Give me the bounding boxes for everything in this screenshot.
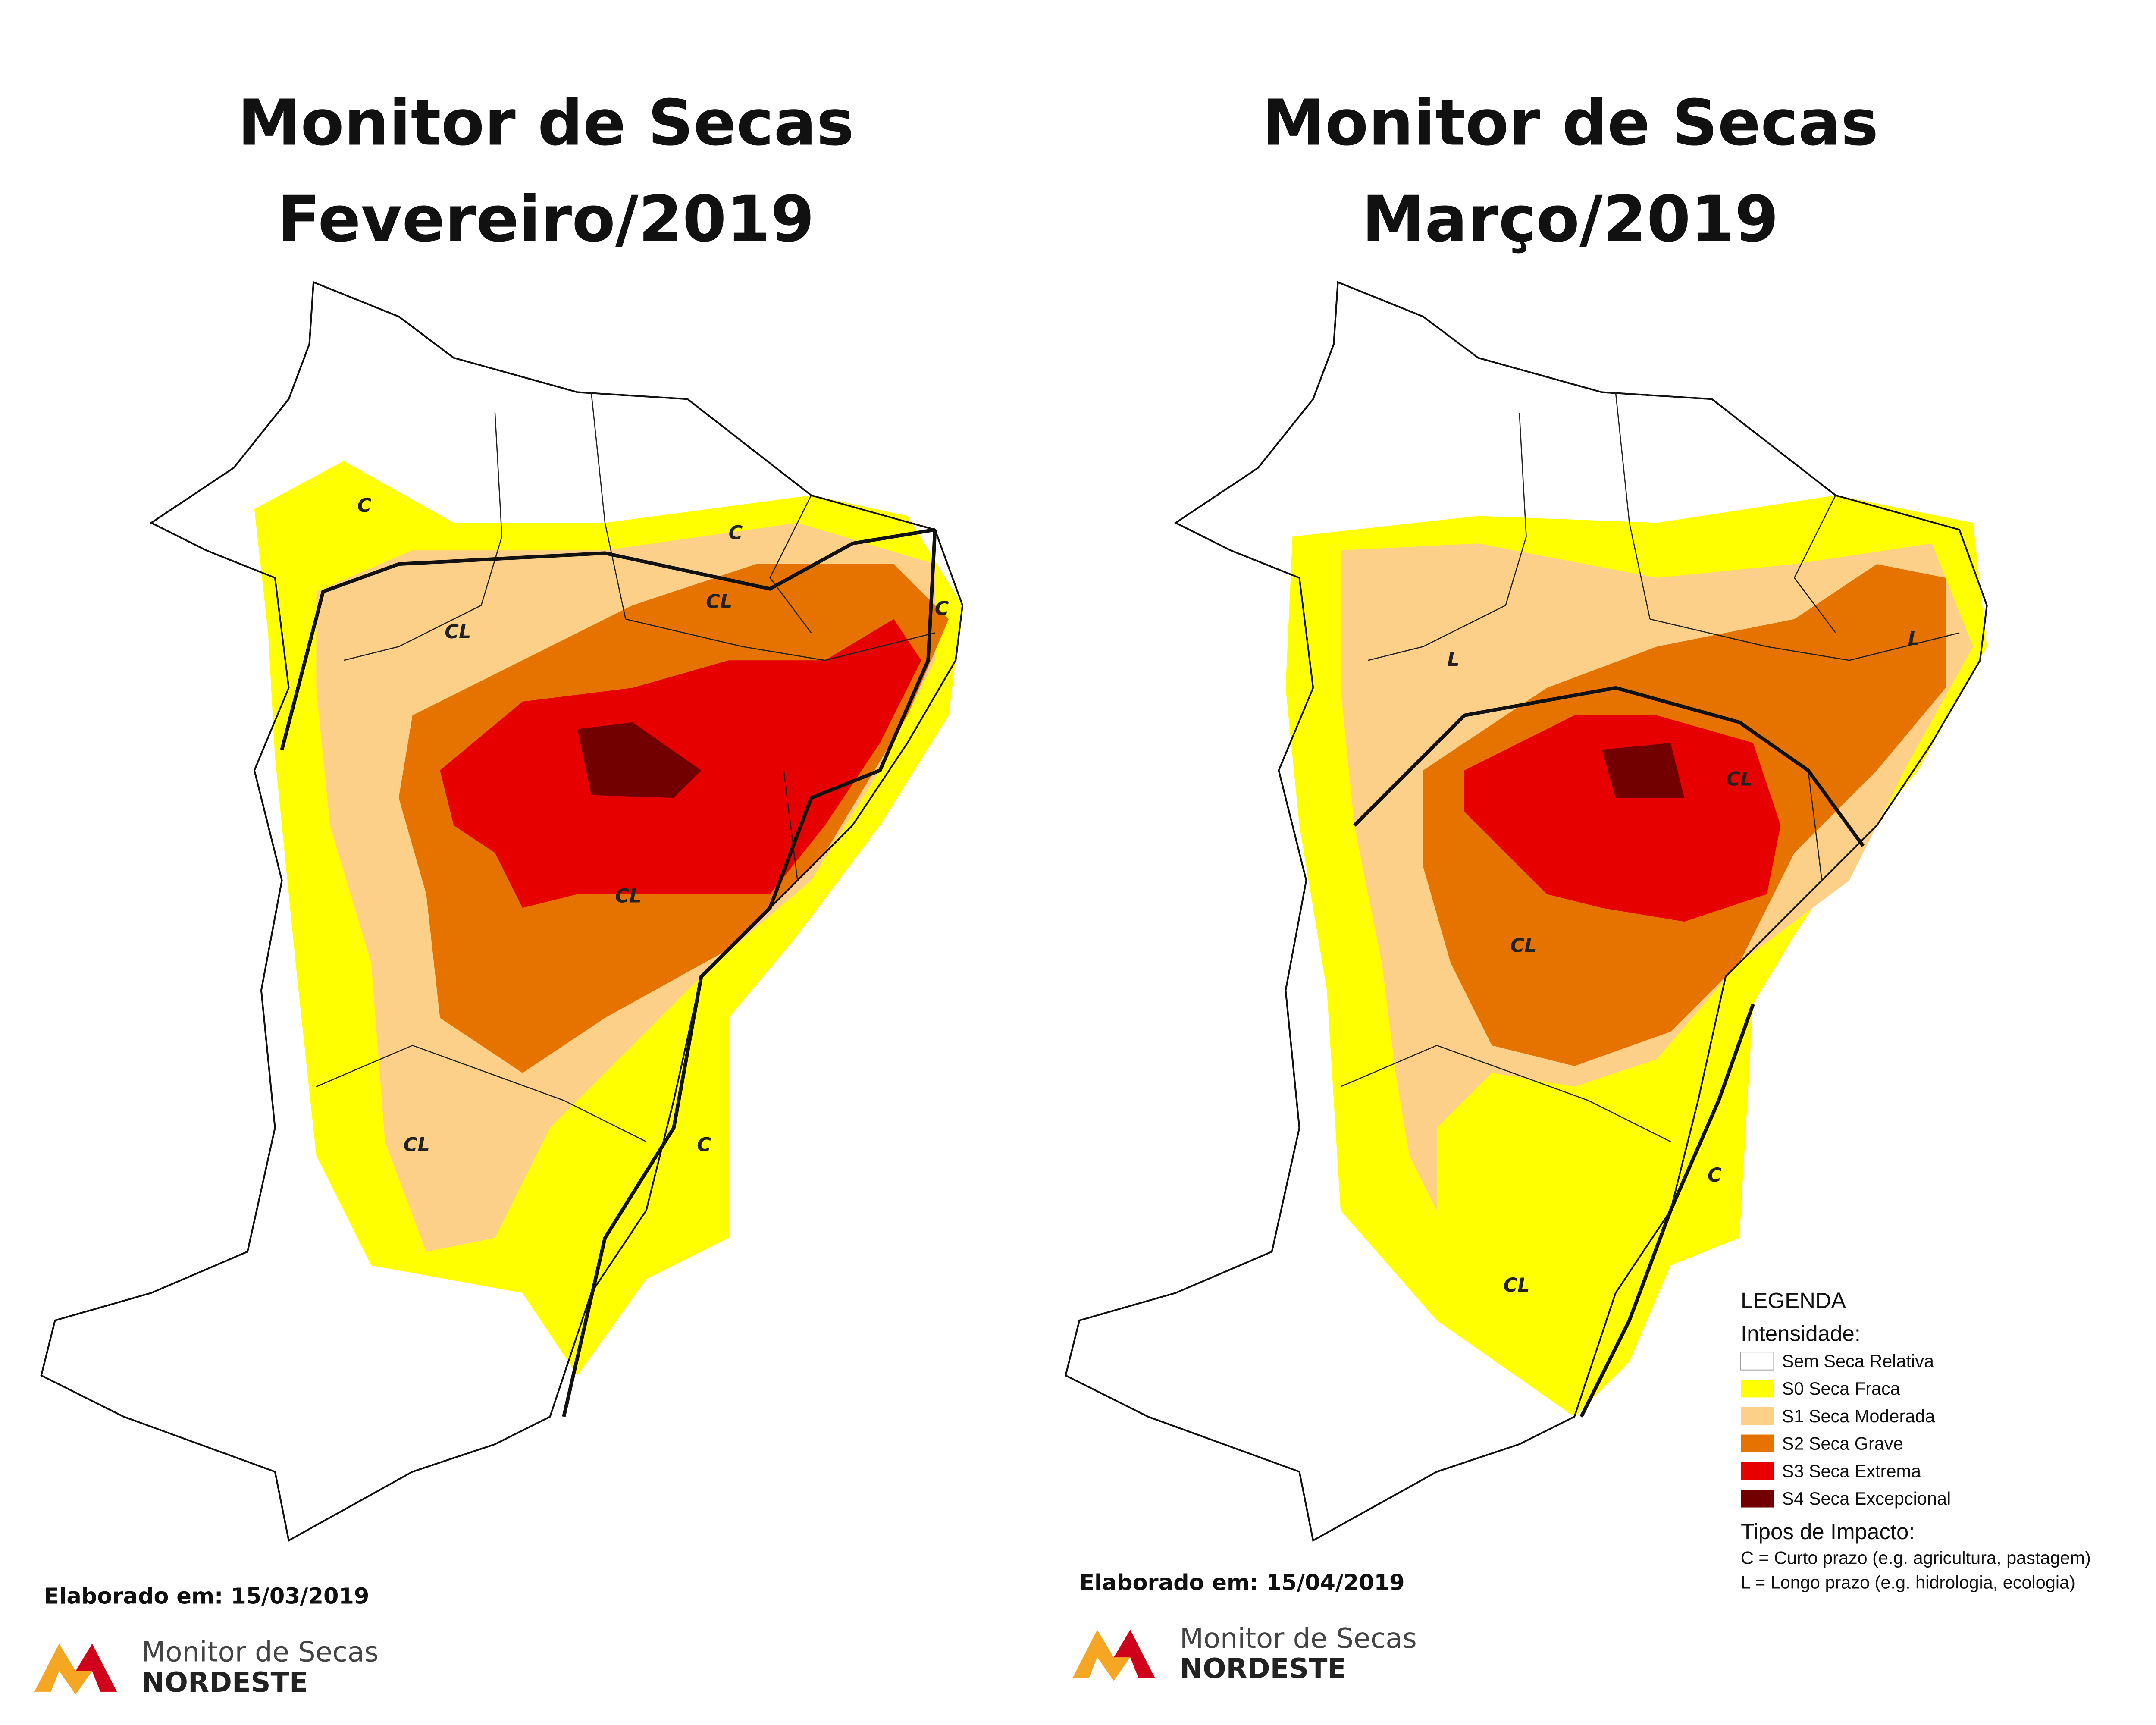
elaborated-date: Elaborado em: 15/04/2019 bbox=[1079, 1570, 1404, 1596]
legend-swatch bbox=[1740, 1379, 1774, 1398]
legend-label: S4 Seca Excepcional bbox=[1782, 1488, 1951, 1509]
legend-label: S2 Seca Grave bbox=[1782, 1433, 1903, 1454]
impact-label: CL bbox=[404, 1134, 430, 1156]
legend-subtitle: Tipos de Impacto: bbox=[1741, 1519, 1915, 1544]
drought-s4 bbox=[577, 722, 702, 798]
impact-label: C bbox=[357, 494, 372, 517]
impact-label: CL bbox=[1510, 934, 1537, 957]
legend-impact: C = Curto prazo (e.g. agricultura, pasta… bbox=[1741, 1547, 2091, 1568]
legend: LEGENDA Intensidade: Tipos de Impacto: C… bbox=[1740, 1288, 2091, 1593]
legend-title: LEGENDA bbox=[1741, 1288, 1846, 1313]
impact-label: C bbox=[729, 522, 743, 544]
state-border bbox=[316, 392, 935, 1142]
drought-s4 bbox=[1601, 743, 1685, 798]
logo-text: Monitor de Secas bbox=[141, 1637, 379, 1669]
legend-label: S1 Seca Moderada bbox=[1782, 1406, 1936, 1426]
impact-label: C bbox=[935, 597, 949, 620]
legend-swatch bbox=[1740, 1407, 1774, 1425]
logo: Monitor de Secas NORDESTE bbox=[34, 1637, 379, 1699]
impact-boundary bbox=[1353, 686, 1865, 1418]
impact-label: CL bbox=[615, 884, 642, 907]
legend-swatch bbox=[1740, 1490, 1774, 1508]
legend-subtitle: Intensidade: bbox=[1741, 1321, 1861, 1346]
legend-swatch bbox=[1740, 1352, 1774, 1371]
logo-text: NORDESTE bbox=[141, 1667, 308, 1699]
logo-mark bbox=[75, 1643, 117, 1692]
impact-boundary bbox=[280, 528, 937, 1418]
impact-label: CL bbox=[445, 621, 471, 643]
impact-label: CL bbox=[706, 590, 732, 613]
map-2-body: L L CL CL C CL bbox=[1065, 281, 1988, 1541]
logo-mark bbox=[1113, 1630, 1155, 1678]
logo-text: Monitor de Secas bbox=[1180, 1623, 1417, 1655]
title-line: Monitor de Secas bbox=[1262, 86, 1879, 160]
legend-impact: L = Longo prazo (e.g. hidrologia, ecolog… bbox=[1741, 1572, 2075, 1593]
map-1: Monitor de Secas Fevereiro/2019 C CL C C… bbox=[34, 86, 964, 1699]
impact-label: L bbox=[1908, 627, 1920, 650]
logo-text: NORDESTE bbox=[1180, 1653, 1346, 1685]
legend-swatch bbox=[1740, 1434, 1774, 1452]
impact-label: C bbox=[1708, 1164, 1722, 1186]
legend-label: S0 Seca Fraca bbox=[1782, 1378, 1901, 1399]
legend-swatch bbox=[1740, 1462, 1774, 1480]
logo: Monitor de Secas NORDESTE bbox=[1072, 1623, 1417, 1685]
impact-label: C bbox=[697, 1134, 711, 1156]
impact-label: CL bbox=[1726, 768, 1752, 790]
legend-label: Sem Seca Relativa bbox=[1782, 1351, 1934, 1371]
title-line: Março/2019 bbox=[1362, 182, 1779, 256]
impact-label: CL bbox=[1504, 1274, 1530, 1296]
title-line: Monitor de Secas bbox=[238, 86, 854, 160]
elaborated-date: Elaborado em: 15/03/2019 bbox=[44, 1584, 369, 1609]
state-border bbox=[1340, 392, 1960, 1142]
impact-label: L bbox=[1447, 648, 1459, 671]
drought-s3 bbox=[1464, 715, 1781, 922]
legend-label: S3 Seca Extrema bbox=[1782, 1461, 1921, 1481]
map-2: Monitor de Secas Março/2019 L L CL CL C … bbox=[1065, 86, 1988, 1685]
title-line: Fevereiro/2019 bbox=[277, 182, 815, 256]
